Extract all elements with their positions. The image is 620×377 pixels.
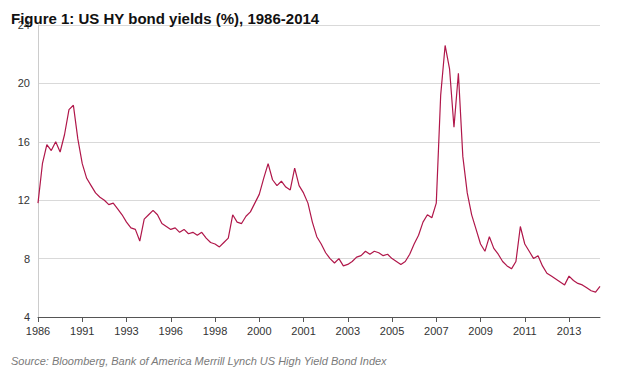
- svg-text:Figure 1: US HY bond yields (%: Figure 1: US HY bond yields (%), 1986-20…: [11, 10, 320, 27]
- svg-text:2007: 2007: [424, 325, 448, 337]
- svg-text:12: 12: [18, 194, 30, 206]
- svg-text:20: 20: [18, 77, 30, 89]
- svg-text:1991: 1991: [70, 325, 94, 337]
- svg-text:2003: 2003: [336, 325, 360, 337]
- svg-text:2011: 2011: [513, 325, 537, 337]
- svg-text:1998: 1998: [203, 325, 227, 337]
- svg-text:1996: 1996: [159, 325, 183, 337]
- svg-text:2013: 2013: [557, 325, 581, 337]
- svg-text:Source: Bloomberg, Bank of Ame: Source: Bloomberg, Bank of America Merri…: [11, 355, 387, 367]
- svg-text:2005: 2005: [380, 325, 404, 337]
- svg-text:8: 8: [24, 253, 30, 265]
- svg-text:4: 4: [24, 311, 30, 323]
- svg-text:1993: 1993: [114, 325, 138, 337]
- svg-text:2000: 2000: [247, 325, 271, 337]
- svg-text:2009: 2009: [468, 325, 492, 337]
- svg-text:2001: 2001: [291, 325, 315, 337]
- svg-text:16: 16: [18, 136, 30, 148]
- svg-text:1986: 1986: [26, 325, 50, 337]
